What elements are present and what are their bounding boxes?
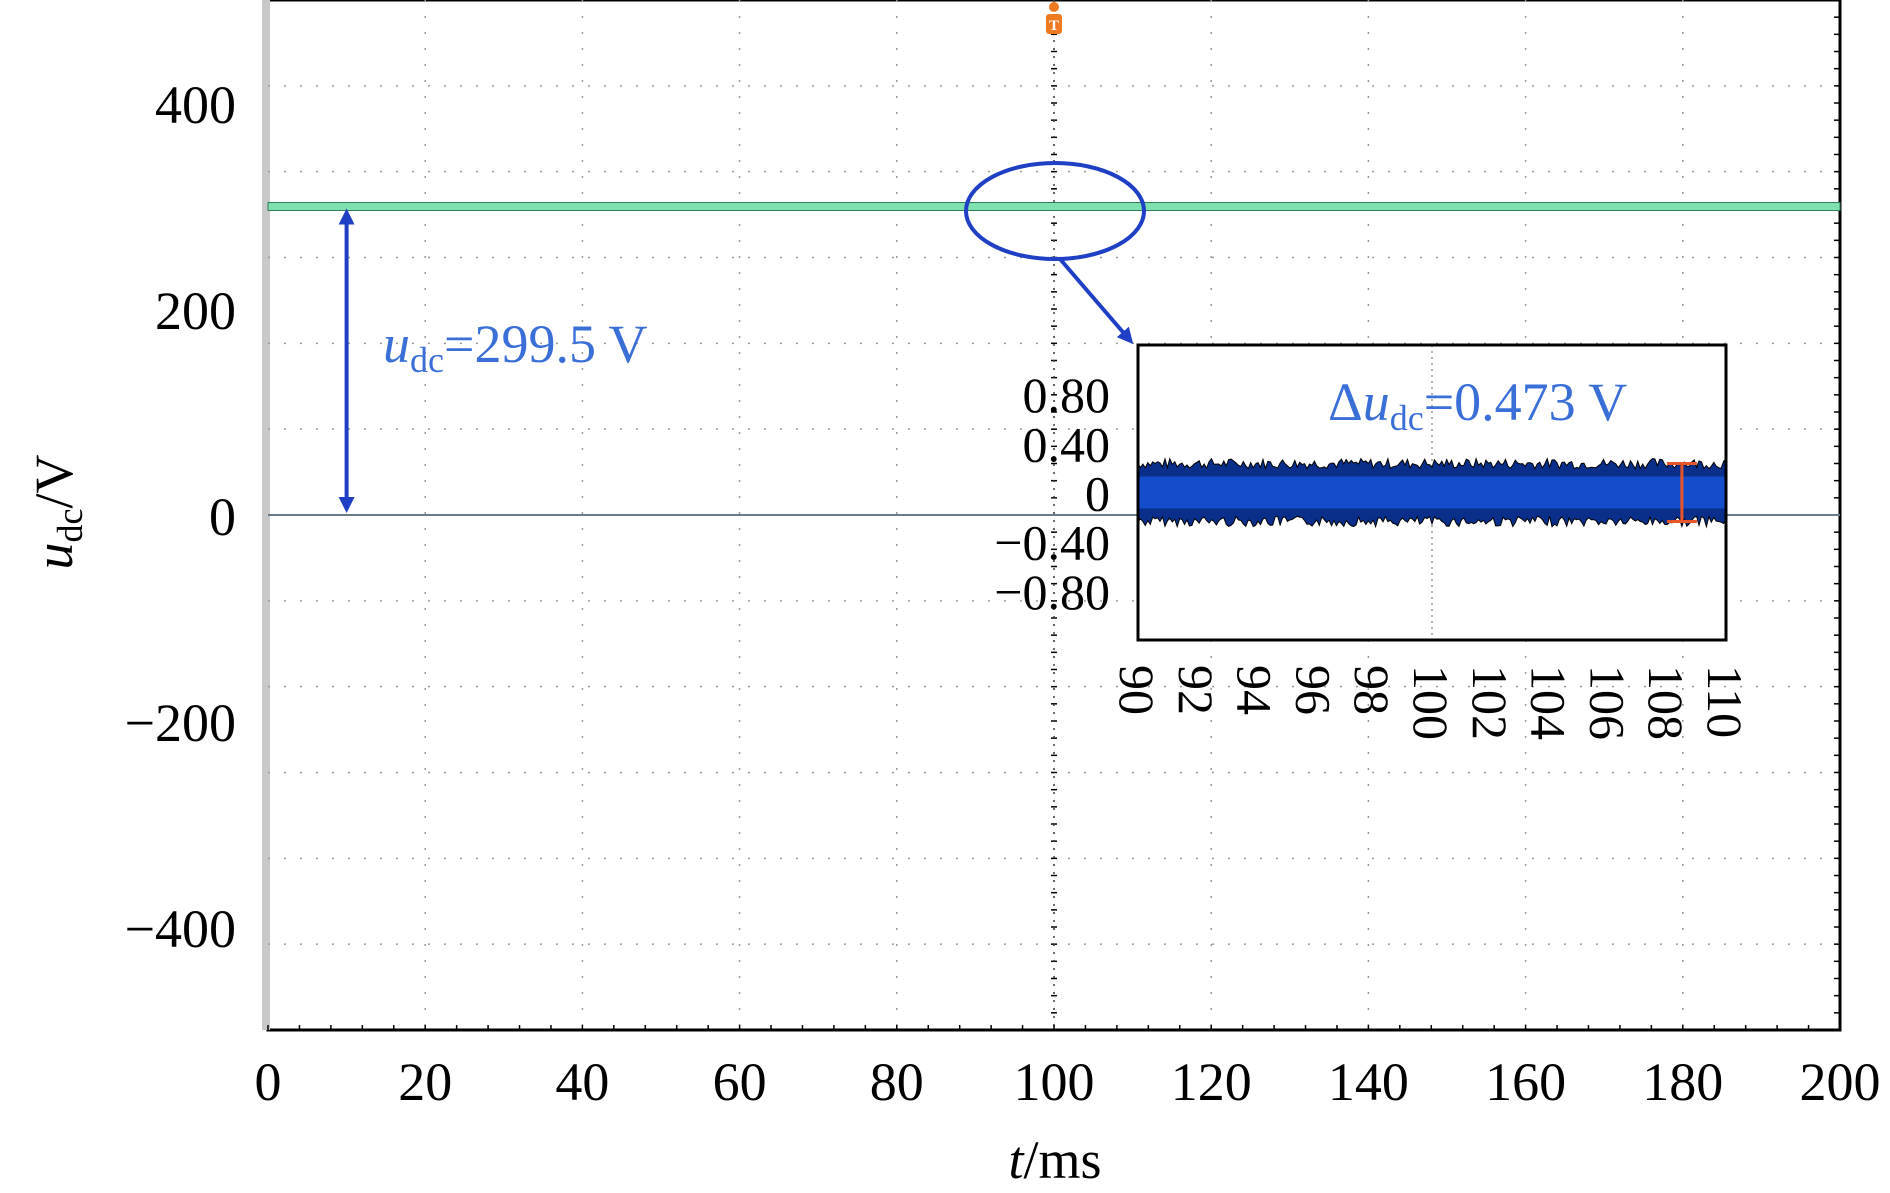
- x-tick-label: 40: [555, 1052, 609, 1112]
- y-axis-var: u: [24, 542, 84, 569]
- main-minor-ticks: [267, 0, 1841, 1031]
- udc-trace: [267, 202, 1841, 212]
- y-tick-label: −400: [125, 899, 236, 959]
- x-axis-title: t/ms: [1008, 1130, 1101, 1190]
- inset-y-tick-labels: 0.800.400−0.40−0.80: [994, 367, 1110, 620]
- y-tick-labels: −400 −200 0 200 400: [125, 75, 236, 959]
- inset-x-tick-label: 106: [1579, 665, 1635, 740]
- udc-annotation-value: =299.5 V: [444, 314, 647, 374]
- trigger-marker: T: [1046, 2, 1062, 34]
- y-axis-sub: dc: [50, 509, 90, 543]
- inset-x-tick-label: 96: [1285, 665, 1341, 715]
- inset-x-tick-label: 98: [1344, 665, 1400, 715]
- x-tick-label: 80: [870, 1052, 924, 1112]
- x-tick-label: 20: [398, 1052, 452, 1112]
- inset-x-tick-label: 100: [1403, 665, 1459, 740]
- inset-x-tick-label: 104: [1521, 665, 1577, 740]
- x-tick-label: 100: [1014, 1052, 1095, 1112]
- y-axis-unit: /V: [24, 455, 84, 509]
- inset-y-tick-label: 0: [1085, 466, 1110, 522]
- inset-x-tick-label: 94: [1227, 665, 1283, 715]
- x-tick-label: 60: [713, 1052, 767, 1112]
- inset-frame: [1136, 343, 1728, 642]
- x-tick-label: 0: [255, 1052, 282, 1112]
- x-tick-label: 180: [1642, 1052, 1723, 1112]
- y-axis-title: udc/V: [24, 455, 90, 570]
- udc-annotation: udc=299.5 V: [383, 314, 647, 380]
- inset-y-tick-label: 0.80: [1023, 367, 1111, 423]
- trigger-box: [1046, 14, 1062, 34]
- inset-x-tick-label: 110: [1697, 665, 1753, 738]
- y-tick-label: 0: [209, 487, 236, 547]
- delta-sub: dc: [1390, 398, 1424, 438]
- udc-annotation-var: u: [383, 314, 410, 374]
- x-tick-label: 200: [1800, 1052, 1881, 1112]
- delta-var: u: [1363, 372, 1390, 432]
- inset-x-tick-label: 102: [1462, 665, 1518, 740]
- y-tick-label: 400: [155, 75, 236, 135]
- delta-prefix: Δ: [1328, 372, 1363, 432]
- left-axis-strip: [262, 0, 270, 1030]
- inset-plot: 0.800.400−0.40−0.80 90 92 94 96 98 100 102 104 1…: [994, 343, 1753, 740]
- x-axis-unit: /ms: [1023, 1130, 1101, 1190]
- delta-value: =0.473 V: [1424, 372, 1627, 432]
- zoom-ellipse: [964, 161, 1146, 261]
- band-core: [1138, 476, 1726, 509]
- trigger-label: T: [1049, 18, 1059, 34]
- x-tick-label: 160: [1485, 1052, 1566, 1112]
- inset-x-tick-labels: 90 92 94 96 98 100 102 104 106 108 110: [1109, 665, 1753, 740]
- inset-y-tick-label: −0.80: [994, 564, 1110, 620]
- x-tick-label: 140: [1328, 1052, 1409, 1112]
- x-axis-var: t: [1008, 1130, 1025, 1190]
- x-tick-labels: 0 20 40 60 80 100 120 140 160 180 200: [255, 1052, 1881, 1112]
- inset-x-tick-label: 108: [1638, 665, 1694, 740]
- udc-annotation-sub: dc: [410, 340, 444, 380]
- inset-x-tick-label: 90: [1109, 665, 1165, 715]
- delta-range-marker: [1666, 461, 1697, 524]
- inset-x-tick-label: 92: [1168, 665, 1224, 715]
- y-tick-label: −200: [125, 693, 236, 753]
- inset-y-tick-label: 0.40: [1023, 416, 1111, 472]
- x-tick-label: 120: [1171, 1052, 1252, 1112]
- inset-y-tick-label: −0.40: [994, 515, 1110, 571]
- delta-udc-annotation: Δudc=0.473 V: [1328, 372, 1627, 438]
- zoom-pointer-arrow: [1058, 257, 1134, 345]
- trigger-dot: [1049, 2, 1059, 12]
- y-tick-label: 200: [155, 281, 236, 341]
